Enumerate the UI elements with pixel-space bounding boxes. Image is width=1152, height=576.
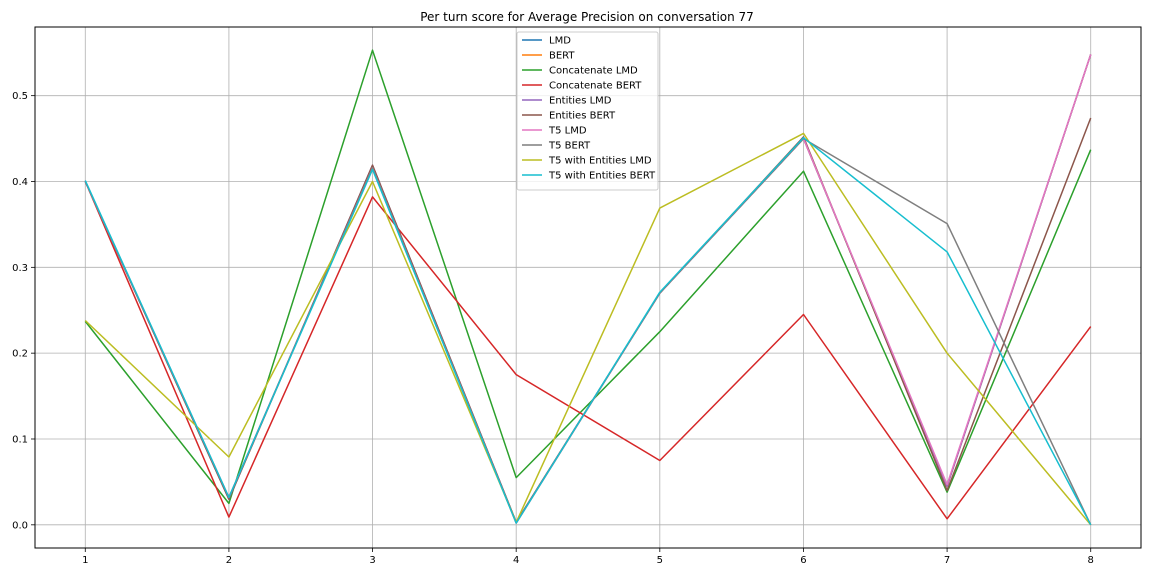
legend-box [516,31,659,191]
legend-label-bert: BERT [549,51,575,62]
series-line-concatenate-bert [84,181,1092,520]
series-line-concatenate-lmd [84,49,1092,505]
legend-label-t5-with-entities-lmd: T5 with Entities LMD [548,156,652,167]
y-tick-label: 0.4 [12,177,28,188]
series-line-t5-with-entities-bert [84,136,1092,526]
legend-label-t5-with-entities-bert: T5 with Entities BERT [548,171,656,182]
x-tick-label: 5 [657,555,663,566]
legend-label-t5-bert: T5 BERT [548,141,591,152]
x-tick-label: 2 [226,555,232,566]
legend-label-concatenate-bert: Concatenate BERT [549,81,642,92]
y-tick-label: 0.3 [12,263,28,274]
legend-label-concatenate-lmd: Concatenate LMD [549,66,638,77]
x-tick-label: 3 [369,555,375,566]
y-tick-label: 0.5 [12,91,28,102]
series-lines [84,49,1092,526]
legend-label-entities-lmd: Entities LMD [549,96,612,107]
legend: LMD BERT Concatenate LMD Concatenate BERT En… [516,31,659,191]
x-axis: 1 2 3 4 5 6 7 8 [82,548,1094,566]
x-tick-label: 4 [513,555,519,566]
legend-label-t5-lmd: T5 LMD [548,126,587,137]
y-axis: 0.0 0.1 0.2 0.3 0.4 0.5 [12,91,35,531]
x-tick-label: 8 [1088,555,1094,566]
legend-label-lmd: LMD [549,36,571,47]
x-tick-label: 1 [82,555,88,566]
chart-title: Per turn score for Average Precision on … [420,10,754,24]
legend-label-entities-bert: Entities BERT [549,111,616,122]
series-line-t5-with-entities-lmd [84,132,1092,526]
y-tick-label: 0.0 [12,520,28,531]
y-tick-label: 0.1 [12,434,28,445]
y-tick-label: 0.2 [12,349,28,360]
x-tick-label: 6 [800,555,806,566]
plot-frame [34,26,1142,549]
x-tick-label: 7 [944,555,950,566]
